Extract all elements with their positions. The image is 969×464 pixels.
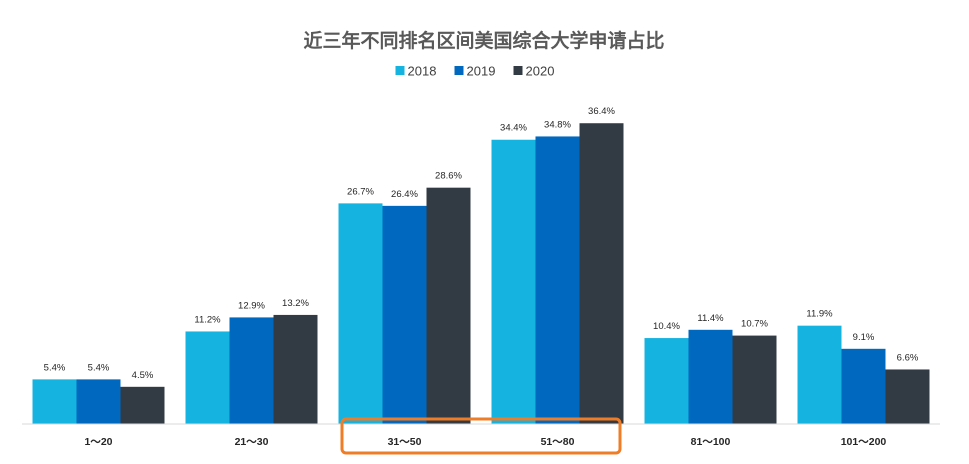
data-label-2018-0: 5.4% bbox=[44, 362, 66, 373]
bar-2018-0 bbox=[32, 379, 77, 424]
data-label-2020-3: 36.4% bbox=[588, 106, 615, 117]
data-label-2019-1: 12.9% bbox=[238, 300, 265, 311]
data-label-2019-2: 26.4% bbox=[391, 189, 418, 200]
bar-2020-0 bbox=[120, 386, 165, 424]
bar-2020-1 bbox=[273, 314, 318, 424]
data-label-2020-4: 10.7% bbox=[741, 319, 768, 330]
category-label-3: 51～80 bbox=[541, 436, 575, 448]
bar-2020-4 bbox=[732, 335, 777, 424]
legend-swatch-2018 bbox=[395, 66, 405, 75]
data-label-2018-3: 34.4% bbox=[500, 123, 527, 134]
data-labels: 5.4% 5.4% 4.5% 11.2% 12.9% 13.2% 26.7% 26.4% 28.… bbox=[44, 106, 919, 381]
bar-2019-4 bbox=[688, 329, 733, 424]
bars bbox=[32, 123, 930, 424]
bar-2019-1 bbox=[229, 317, 274, 424]
category-label-0: 1～20 bbox=[84, 436, 112, 448]
data-label-2019-0: 5.4% bbox=[88, 362, 110, 373]
chart-title: 近三年不同排名区间美国综合大学申请占比 bbox=[303, 29, 664, 52]
bar-2018-2 bbox=[338, 203, 383, 424]
highlight-box bbox=[340, 417, 622, 455]
legend-label-2018: 2018 bbox=[408, 64, 437, 79]
data-label-2018-4: 10.4% bbox=[653, 321, 680, 332]
legend-label-2020: 2020 bbox=[526, 64, 555, 79]
category-label-4: 81～100 bbox=[691, 436, 731, 448]
legend: 2018 2019 2020 bbox=[395, 64, 555, 79]
bar-2020-2 bbox=[426, 187, 471, 424]
data-label-2018-5: 11.9% bbox=[806, 309, 833, 320]
bar-2018-4 bbox=[644, 338, 689, 424]
bar-2018-5 bbox=[797, 325, 842, 424]
bar-2020-3 bbox=[579, 123, 624, 424]
data-label-2018-1: 11.2% bbox=[194, 314, 221, 325]
category-label-5: 101～200 bbox=[841, 436, 887, 448]
bar-2018-1 bbox=[185, 331, 230, 424]
bar-2019-2 bbox=[382, 205, 427, 424]
category-label-2: 31～50 bbox=[388, 436, 422, 448]
bar-2018-3 bbox=[491, 139, 536, 424]
data-label-2019-3: 34.8% bbox=[544, 119, 571, 130]
category-label-1: 21～30 bbox=[235, 436, 269, 448]
bar-2020-5 bbox=[885, 369, 930, 424]
category-labels: 1～20 21～30 31～50 51～80 81～100 101～200 bbox=[84, 436, 886, 448]
data-label-2020-1: 13.2% bbox=[282, 298, 309, 309]
data-label-2019-5: 9.1% bbox=[853, 332, 875, 343]
data-label-2020-0: 4.5% bbox=[132, 370, 154, 381]
data-label-2020-5: 6.6% bbox=[897, 352, 919, 363]
bar-2019-3 bbox=[535, 136, 580, 424]
legend-swatch-2020 bbox=[513, 66, 523, 75]
bar-2019-5 bbox=[841, 348, 886, 424]
data-label-2019-4: 11.4% bbox=[697, 313, 724, 324]
legend-swatch-2019 bbox=[454, 66, 464, 75]
legend-label-2019: 2019 bbox=[467, 64, 496, 79]
bar-2019-0 bbox=[76, 379, 121, 424]
data-label-2020-2: 28.6% bbox=[435, 171, 462, 182]
data-label-2018-2: 26.7% bbox=[347, 186, 374, 197]
